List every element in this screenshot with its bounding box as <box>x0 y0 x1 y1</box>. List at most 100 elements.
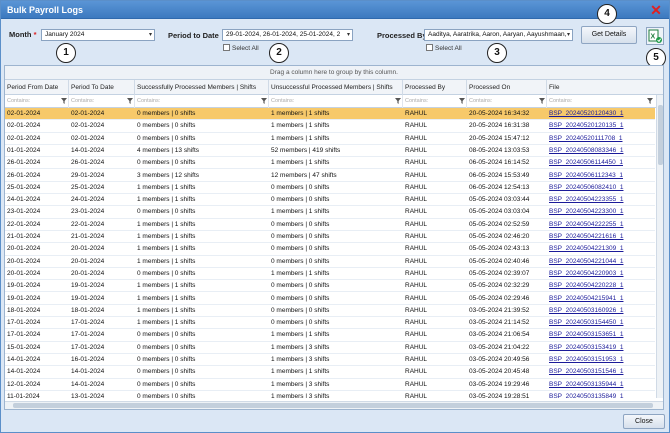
cell-file[interactable]: BSP_20240503153419_1 <box>549 343 624 351</box>
filter-cell[interactable]: Contains: <box>549 98 573 104</box>
table-row[interactable]: 02-01-2024 02-01-2024 0 members | 0 shifts… <box>5 108 655 121</box>
cell-processed-by: RAHUL <box>405 233 428 240</box>
table-row[interactable]: 20-01-2024 20-01-2024 0 members | 0 shifts… <box>5 268 655 281</box>
cell-file[interactable]: BSP_20240503135849_1 <box>549 392 624 398</box>
cell-file[interactable]: BSP_20240506082410_1 <box>549 183 624 191</box>
filter-cell[interactable]: Contains: <box>467 95 547 108</box>
cell-file[interactable]: BSP_20240503154450_1 <box>549 319 624 327</box>
svg-text:X: X <box>651 34 656 41</box>
table-row[interactable]: 17-01-2024 17-01-2024 0 members | 0 shifts… <box>5 329 655 342</box>
cell-file[interactable]: BSP_20240503151953_1 <box>549 356 624 363</box>
column-header-period-from[interactable]: Period From Date <box>5 80 69 95</box>
period-select-all[interactable]: Select All <box>223 44 259 52</box>
table-row[interactable]: 26-01-2024 29-01-2024 3 members | 12 shift… <box>5 170 655 182</box>
cell-file[interactable]: BSP_20240504223355_1 <box>549 196 624 204</box>
cell-file[interactable]: BSP_20240503160926_1 <box>549 306 624 314</box>
table-row[interactable]: 17-01-2024 17-01-2024 1 members | 1 shifts… <box>5 317 655 330</box>
close-button[interactable]: Close <box>623 414 665 429</box>
filter-icon[interactable] <box>61 98 67 104</box>
cell-processed-on: 03-05-2024 21:14:52 <box>469 319 530 327</box>
table-row[interactable]: 26-01-2024 26-01-2024 0 members | 0 shifts… <box>5 157 655 170</box>
cell-file[interactable]: BSP_20240504222255_1 <box>549 220 624 228</box>
filter-cell[interactable]: Contains: <box>403 95 467 108</box>
group-panel[interactable]: Drag a column here to group by this colu… <box>5 66 663 80</box>
table-row[interactable]: 19-01-2024 19-01-2024 1 members | 1 shifts… <box>5 280 655 293</box>
checkbox[interactable] <box>426 44 433 51</box>
cell-file[interactable]: BSP_20240504215941_1 <box>549 294 624 302</box>
cell-success: 1 members | 1 shifts <box>137 282 196 290</box>
vertical-scrollbar[interactable] <box>656 95 663 398</box>
column-header-unsuccessful[interactable]: Unsuccessful Processed Members | Shifts <box>269 80 403 95</box>
processed-by-select[interactable]: Aaditya, Aaratrika, Aaron, Aaryan, Aayus… <box>424 29 573 41</box>
cell-file[interactable]: BSP_20240504223300_1 <box>549 208 624 216</box>
grid-body: 02-01-2024 02-01-2024 0 members | 0 shifts… <box>5 108 663 398</box>
period-select[interactable]: 29-01-2024, 26-01-2024, 25-01-2024, 2 ▾ <box>222 29 353 41</box>
cell-file[interactable]: BSP_20240520111708_1 <box>549 134 623 142</box>
scrollbar-thumb[interactable] <box>658 105 663 165</box>
cell-file[interactable]: BSP_20240504221616_1 <box>549 233 624 240</box>
table-row[interactable]: 11-01-2024 13-01-2024 0 members | 0 shifts… <box>5 391 655 398</box>
column-header-processed-on[interactable]: Processed On <box>467 80 547 95</box>
table-row[interactable]: 14-01-2024 16-01-2024 0 members | 0 shifts… <box>5 354 655 367</box>
callout-4: 4 <box>597 4 617 24</box>
cell-file[interactable]: BSP_20240506112343_1 <box>549 171 623 179</box>
table-row[interactable]: 19-01-2024 19-01-2024 1 members | 1 shifts… <box>5 293 655 305</box>
filter-icon[interactable] <box>539 98 545 104</box>
column-header-processed-by[interactable]: Processed By <box>403 80 467 95</box>
filter-icon[interactable] <box>459 98 465 104</box>
column-header-file[interactable]: File <box>549 84 560 91</box>
table-row[interactable]: 21-01-2024 21-01-2024 1 members | 1 shifts… <box>5 231 655 244</box>
cell-unsuccessful: 1 members | 1 shifts <box>271 122 330 130</box>
month-select[interactable]: January 2024 ▾ <box>41 29 155 41</box>
table-row[interactable]: 02-01-2024 02-01-2024 0 members | 0 shifts… <box>5 133 655 145</box>
cell-processed-on: 03-05-2024 19:28:51 <box>469 392 530 398</box>
cell-file[interactable]: BSP_20240504221044_1 <box>549 257 624 265</box>
filter-icon[interactable] <box>395 98 401 104</box>
filter-icon[interactable] <box>261 98 267 104</box>
filter-cell[interactable]: Contains: <box>269 95 403 108</box>
table-row[interactable]: 18-01-2024 18-01-2024 1 members | 1 shifts… <box>5 305 655 318</box>
cell-file[interactable]: BSP_20240503153651_1 <box>549 331 624 339</box>
table-row[interactable]: 14-01-2024 14-01-2024 0 members | 0 shifts… <box>5 366 655 379</box>
cell-period-to: 17-01-2024 <box>71 331 105 339</box>
table-row[interactable]: 12-01-2024 14-01-2024 0 members | 0 shifts… <box>5 379 655 391</box>
checkbox[interactable] <box>223 44 230 51</box>
table-row[interactable]: 23-01-2024 23-01-2024 0 members | 0 shifts… <box>5 206 655 219</box>
table-row[interactable]: 22-01-2024 22-01-2024 1 members | 1 shifts… <box>5 219 655 231</box>
cell-file[interactable]: BSP_20240508083346_1 <box>549 146 624 154</box>
filter-cell[interactable]: Contains: <box>135 95 269 108</box>
processed-by-select-all[interactable]: Select All <box>426 44 462 52</box>
table-row[interactable]: 20-01-2024 20-01-2024 1 members | 1 shifts… <box>5 243 655 256</box>
filter-icon[interactable] <box>127 98 133 104</box>
cell-processed-by: RAHUL <box>405 110 428 117</box>
cell-file[interactable]: BSP_20240503135944_1 <box>549 380 624 388</box>
table-row[interactable]: 02-01-2024 02-01-2024 0 members | 0 shifts… <box>5 120 655 133</box>
filter-cell[interactable]: Contains: <box>69 95 135 108</box>
filter-icon[interactable] <box>647 98 653 104</box>
table-row[interactable]: 25-01-2024 25-01-2024 1 members | 1 shifts… <box>5 182 655 195</box>
column-header-success[interactable]: Successfully Processed Members | Shifts <box>135 80 269 95</box>
table-row[interactable]: 20-01-2024 20-01-2024 1 members | 1 shifts… <box>5 256 655 268</box>
close-icon[interactable]: ✕ <box>650 2 662 18</box>
cell-file[interactable]: BSP_20240503151546_1 <box>549 368 624 376</box>
table-row[interactable]: 15-01-2024 17-01-2024 0 members | 0 shifts… <box>5 342 655 354</box>
cell-file[interactable]: BSP_20240506114450_1 <box>549 159 623 167</box>
filter-row: Contains: Contains: Contains: Contains: … <box>5 95 663 108</box>
cell-processed-by: RAHUL <box>405 159 428 167</box>
get-details-button[interactable]: Get Details <box>581 26 637 44</box>
horizontal-scrollbar[interactable] <box>5 401 663 409</box>
column-header-period-to[interactable]: Period To Date <box>69 80 135 95</box>
cell-period-to: 22-01-2024 <box>71 220 105 228</box>
cell-file[interactable]: BSP_20240520120135_1 <box>549 122 624 130</box>
cell-file[interactable]: BSP_20240520120430_1 <box>549 110 624 117</box>
export-excel-button[interactable]: X <box>646 27 664 45</box>
table-row[interactable]: 24-01-2024 24-01-2024 1 members | 1 shifts… <box>5 194 655 207</box>
table-row[interactable]: 01-01-2024 14-01-2024 4 members | 13 shift… <box>5 145 655 158</box>
cell-file[interactable]: BSP_20240504221309_1 <box>549 245 624 253</box>
cell-period-from: 17-01-2024 <box>7 319 41 327</box>
cell-unsuccessful: 1 members | 1 shifts <box>271 134 330 142</box>
cell-file[interactable]: BSP_20240504220903_1 <box>549 269 624 277</box>
scrollbar-thumb[interactable] <box>13 403 653 408</box>
filter-cell[interactable]: Contains: <box>5 95 69 108</box>
cell-file[interactable]: BSP_20240504220228_1 <box>549 282 624 290</box>
